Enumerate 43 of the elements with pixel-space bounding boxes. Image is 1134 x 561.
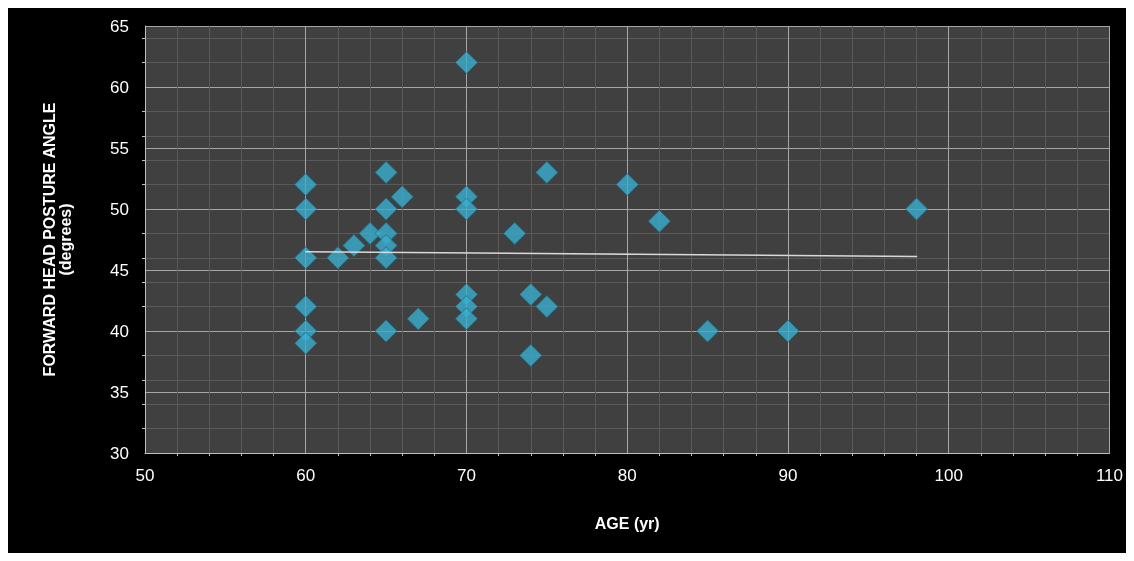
x-tick-label: 70 (457, 466, 476, 485)
point (519, 343, 543, 367)
x-tick-label: 50 (135, 466, 155, 485)
point (519, 282, 543, 306)
point (406, 307, 430, 331)
y-tick-label: 40 (110, 321, 129, 341)
y-tick-label: 30 (110, 443, 129, 463)
y-tick-label: 55 (110, 138, 129, 158)
point (615, 173, 639, 197)
x-tick-label: 110 (1095, 466, 1123, 485)
y-tick-label: 60 (110, 77, 129, 97)
point (776, 319, 800, 343)
y-axis-title: FORWARD HEAD POSTURE ANGLE (degrees) (40, 102, 74, 377)
point (454, 197, 478, 221)
point (503, 221, 527, 245)
x-tick-label: 60 (296, 466, 316, 485)
y-tick-label: 35 (110, 382, 129, 402)
point (294, 295, 318, 319)
point (294, 173, 318, 197)
point (454, 51, 478, 75)
point (535, 160, 559, 184)
x-tick-label: 80 (617, 466, 637, 485)
point (326, 246, 350, 270)
point (342, 234, 366, 258)
point (696, 319, 720, 343)
point (294, 197, 318, 221)
point (374, 246, 398, 270)
x-tick-label: 90 (778, 466, 798, 485)
point (294, 246, 318, 270)
point (374, 197, 398, 221)
point (374, 160, 398, 184)
y-tick-label: 45 (110, 260, 129, 280)
x-tick-label: 100 (934, 466, 963, 485)
point (390, 185, 414, 209)
y-tick-label: 65 (110, 16, 129, 36)
point (374, 319, 398, 343)
point (905, 197, 929, 221)
point (647, 209, 671, 233)
point (454, 307, 478, 331)
y-tick-label: 50 (110, 199, 129, 219)
point (535, 295, 559, 319)
point (294, 331, 318, 355)
x-axis-title: AGE (yr) (594, 514, 660, 532)
